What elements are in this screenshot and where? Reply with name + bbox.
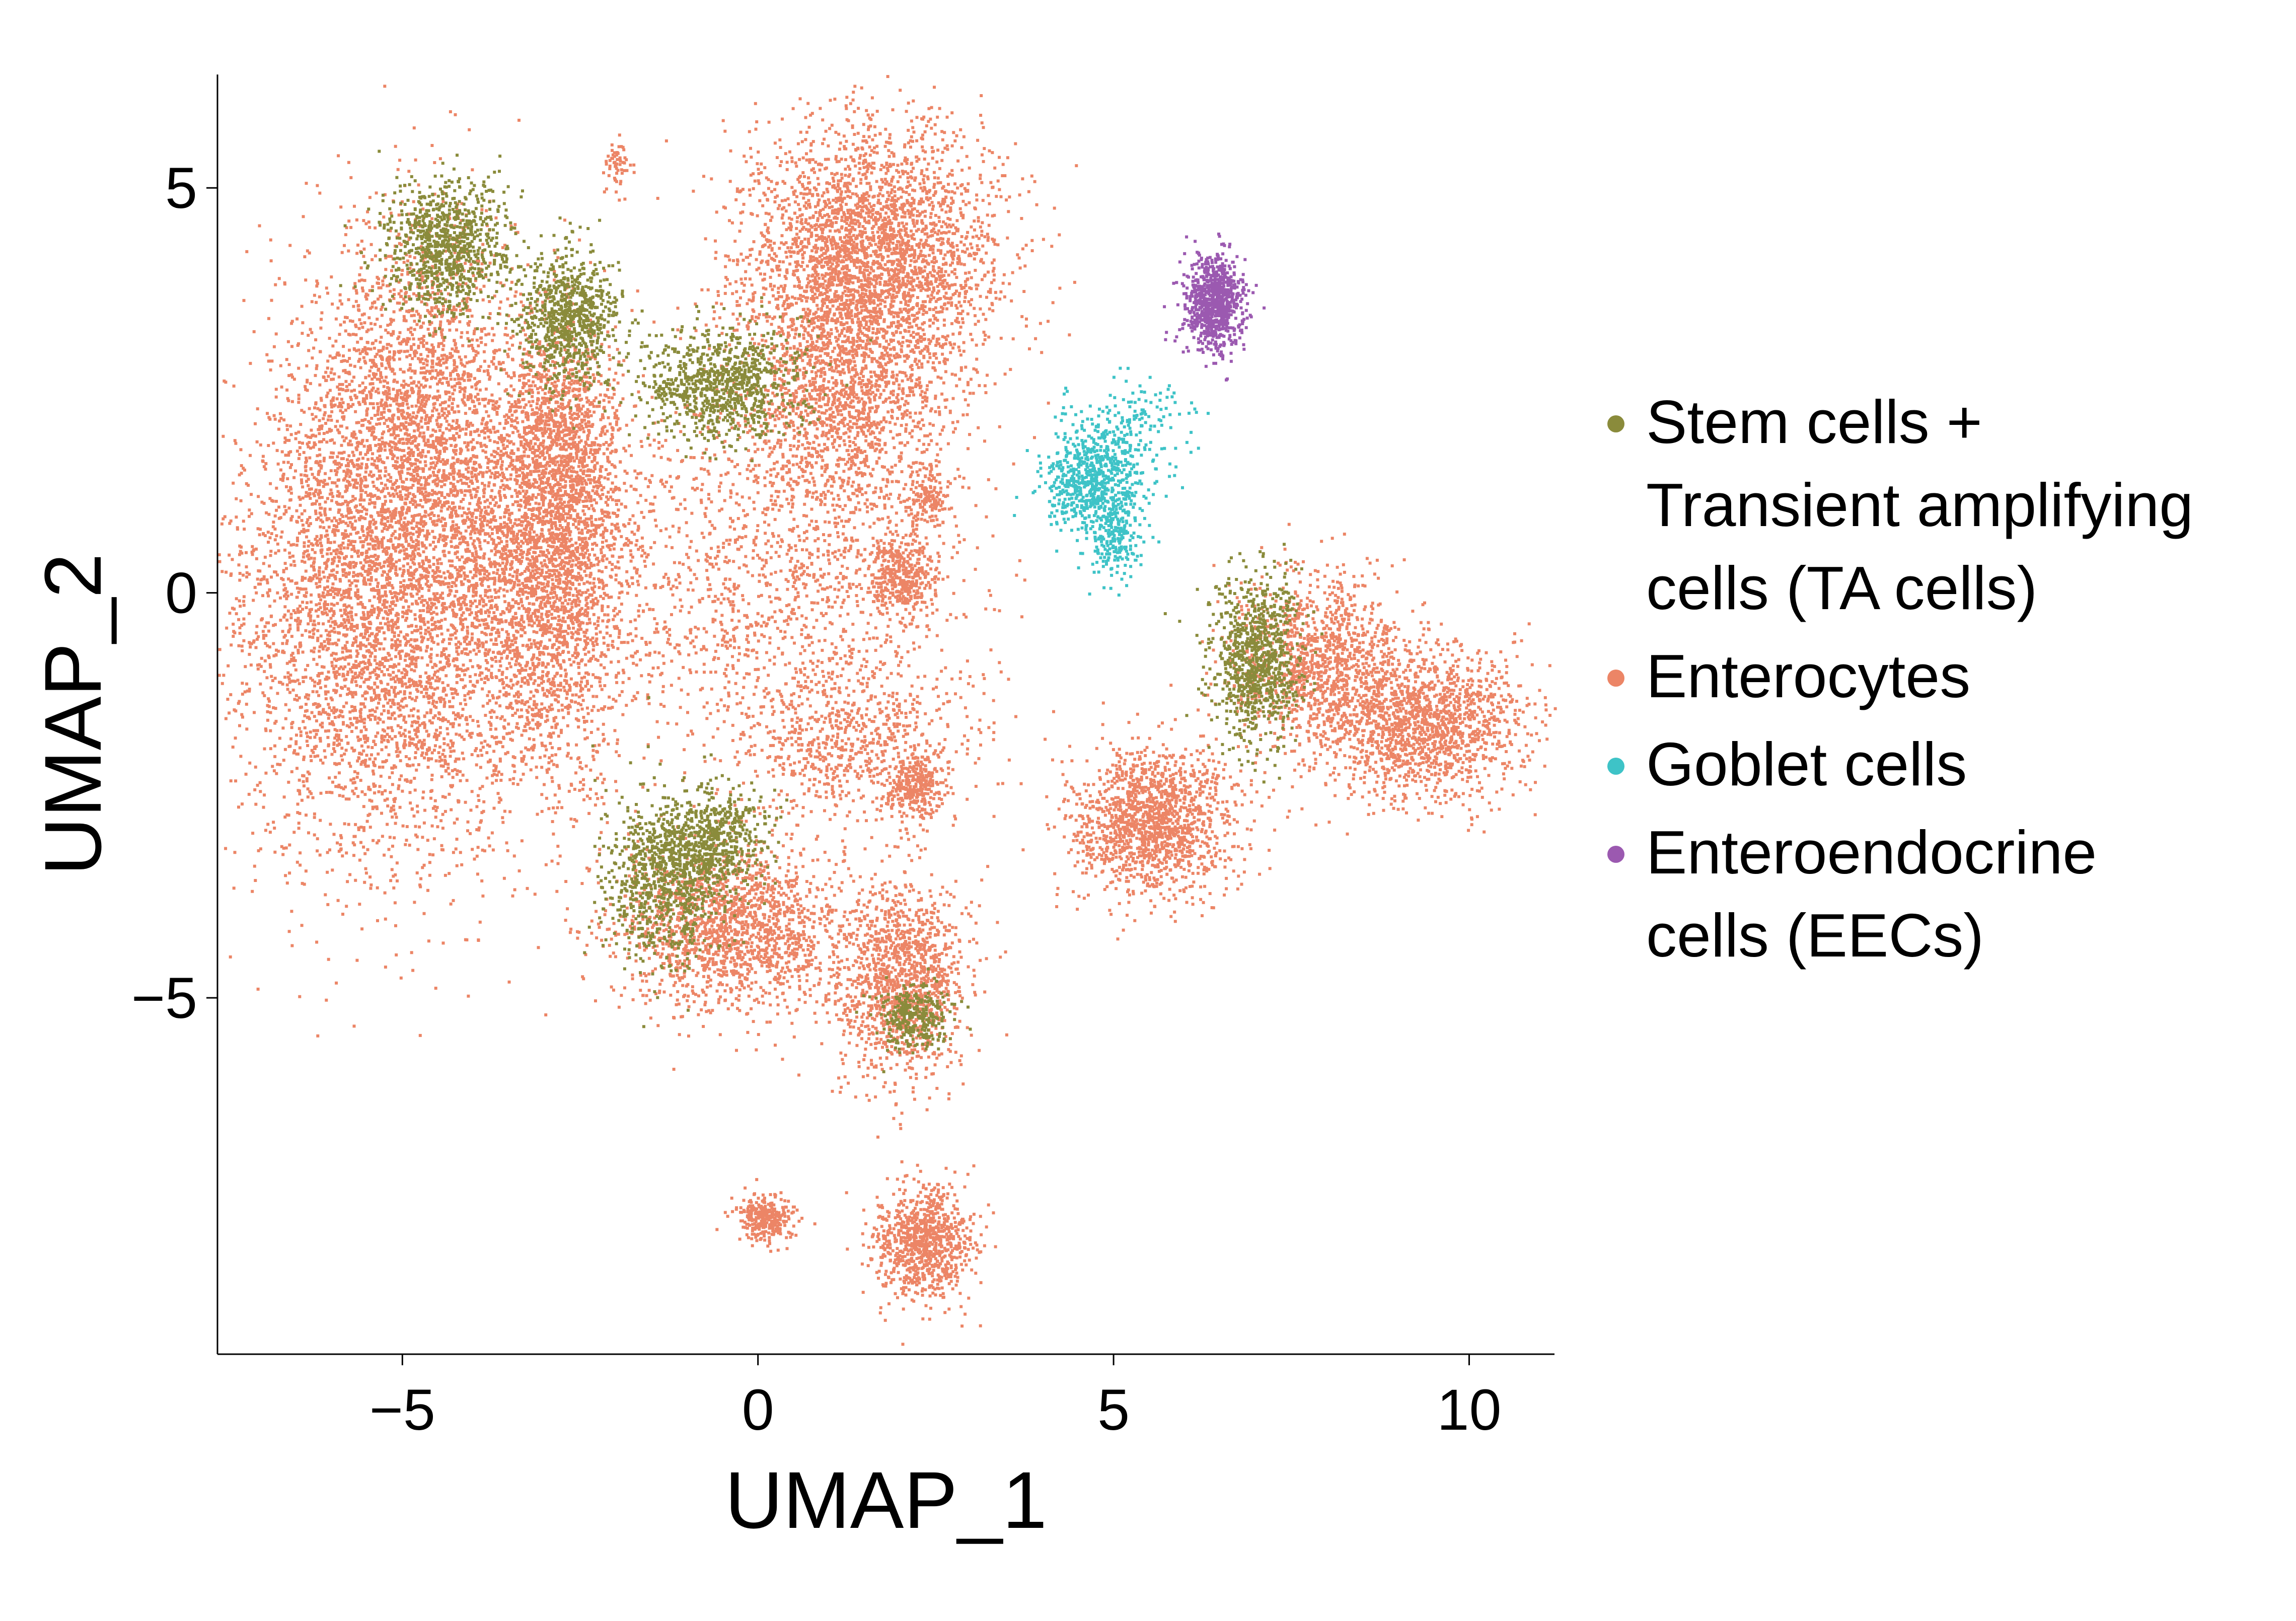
legend-swatch <box>1607 846 1624 863</box>
series-enterocytes <box>217 75 1557 1346</box>
legend-label: cells (TA cells) <box>1646 554 2037 622</box>
y-tick-label: −5 <box>131 966 197 1030</box>
legend-label: Goblet cells <box>1646 730 1967 798</box>
x-tick-label: 0 <box>742 1378 774 1442</box>
x-tick-label: 5 <box>1097 1378 1130 1442</box>
series-enteroendocrine-cells-eecs <box>1163 233 1266 382</box>
y-axis-label: UMAP_2 <box>28 553 118 875</box>
x-tick-label: 10 <box>1437 1378 1502 1442</box>
y-tick-label: 0 <box>165 561 197 626</box>
x-ticks: −5 0 5 10 <box>369 1354 1502 1442</box>
legend-label: cells (EECs) <box>1646 901 1984 970</box>
legend-swatch <box>1607 758 1624 775</box>
points-layer <box>217 75 1557 1346</box>
legend-swatch <box>1607 415 1624 432</box>
legend-swatch <box>1607 670 1624 687</box>
y-tick-label: 5 <box>165 156 197 220</box>
legend-label: Enterocytes <box>1646 642 1970 710</box>
scatter-points <box>1163 233 1266 382</box>
x-tick-label: −5 <box>369 1378 435 1442</box>
legend-label: Stem cells + <box>1646 388 1982 456</box>
scatter-points <box>339 150 1324 1073</box>
series-stem-cells-transient-amplifying-cells-ta-cells <box>339 150 1324 1073</box>
legend-item: Enteroendocrine cells (EECs) <box>1607 818 2097 970</box>
legend-item: Goblet cells <box>1607 730 1967 798</box>
legend-item: Stem cells + Transient amplifying cells (T… <box>1607 388 2193 622</box>
legend-label: Transient amplifying <box>1646 471 2193 539</box>
series-goblet-cells <box>1013 366 1210 597</box>
scatter-points <box>217 75 1557 1346</box>
x-axis-label: UMAP_1 <box>725 1455 1047 1545</box>
y-ticks: −5 0 5 <box>131 156 217 1030</box>
legend-label: Enteroendocrine <box>1646 818 2097 887</box>
legend: Stem cells + Transient amplifying cells (T… <box>1607 388 2193 970</box>
legend-item: Enterocytes <box>1607 642 1970 710</box>
scatter-points <box>1013 366 1210 597</box>
